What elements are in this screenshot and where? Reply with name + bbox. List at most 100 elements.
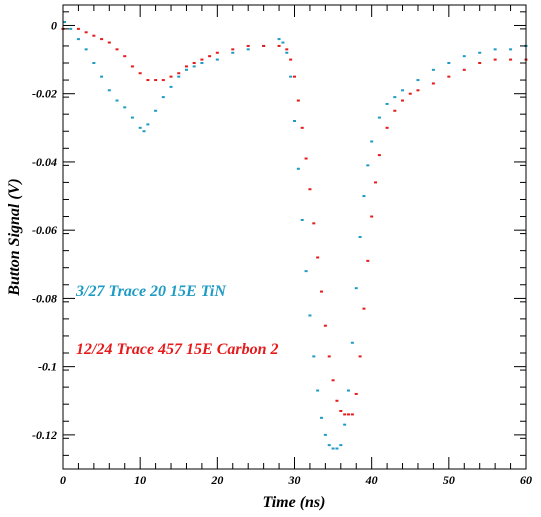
x-tick-label: 40	[365, 473, 378, 487]
data-point	[312, 222, 316, 225]
data-point	[92, 34, 96, 37]
data-point	[177, 75, 181, 78]
data-point	[231, 51, 235, 54]
data-point	[296, 99, 300, 102]
data-point	[293, 120, 296, 122]
axis-ticks	[62, 5, 527, 469]
data-point	[327, 444, 331, 447]
data-point	[320, 290, 324, 293]
data-point	[154, 109, 158, 112]
data-point	[358, 355, 362, 358]
data-point	[300, 218, 304, 221]
data-point	[308, 188, 312, 191]
data-point	[335, 399, 339, 402]
data-point	[296, 167, 300, 170]
data-point	[462, 68, 466, 71]
data-point	[393, 96, 397, 99]
data-point	[374, 181, 378, 184]
data-point	[300, 126, 304, 129]
data-point	[478, 51, 482, 54]
data-point	[76, 38, 80, 41]
data-point	[323, 324, 327, 327]
data-point	[431, 68, 435, 71]
legend-entry-tin: 3/27 Trace 20 15E TiN	[75, 283, 227, 300]
data-point	[200, 62, 204, 64]
x-tick-label: 50	[443, 473, 455, 487]
data-point	[354, 392, 358, 395]
series-0	[63, 21, 528, 450]
y-tick-label: -0.04	[32, 155, 57, 169]
data-point	[84, 48, 88, 51]
data-point	[327, 355, 331, 358]
data-point	[339, 444, 343, 447]
data-point	[308, 314, 312, 317]
data-point	[343, 413, 347, 416]
data-point	[215, 51, 219, 54]
data-point	[146, 123, 150, 126]
data-point	[304, 270, 308, 273]
series-1	[61, 27, 528, 416]
x-tick-label: 60	[520, 473, 532, 487]
data-point	[385, 126, 389, 129]
data-point	[316, 256, 320, 259]
data-point	[493, 58, 497, 61]
data-point	[339, 410, 343, 412]
data-point	[509, 58, 513, 61]
data-point	[285, 51, 289, 54]
data-point	[347, 389, 351, 392]
data-point	[408, 92, 412, 95]
data-point	[320, 416, 324, 419]
data-point	[493, 48, 497, 51]
x-axis-label: Time (ns)	[263, 494, 326, 511]
data-point	[184, 68, 188, 71]
y-tick-label: -0.06	[32, 223, 57, 237]
data-point	[478, 62, 482, 64]
data-point	[385, 102, 389, 105]
data-point	[115, 48, 119, 51]
data-point	[130, 65, 134, 68]
data-point	[277, 44, 281, 47]
data-point	[331, 447, 335, 450]
data-point	[277, 38, 281, 41]
data-point	[285, 48, 289, 51]
data-point	[76, 27, 80, 30]
data-point	[100, 38, 104, 41]
data-point	[401, 89, 405, 92]
data-point	[146, 79, 150, 82]
data-point	[169, 85, 173, 88]
data-point	[154, 79, 158, 82]
data-point	[169, 75, 173, 78]
data-point	[462, 55, 466, 58]
data-point	[281, 41, 285, 44]
data-point	[431, 82, 435, 85]
data-point	[107, 41, 111, 44]
data-point	[377, 116, 381, 119]
data-point	[231, 48, 235, 51]
data-point	[138, 72, 142, 75]
data-point	[177, 72, 181, 75]
y-tick-label: -0.02	[32, 87, 57, 101]
data-point	[447, 62, 451, 64]
y-tick-label: -0.08	[32, 291, 57, 305]
data-point	[262, 44, 266, 47]
data-point	[192, 62, 196, 64]
x-tick-label: 10	[134, 473, 146, 487]
data-point	[289, 58, 293, 61]
data-point	[184, 65, 188, 68]
x-tick-label: 30	[288, 473, 301, 487]
data-point	[370, 215, 374, 218]
data-point	[416, 79, 420, 82]
data-point	[350, 413, 354, 416]
data-point	[343, 423, 347, 426]
data-point	[100, 75, 104, 78]
data-point	[215, 58, 219, 61]
y-axis-label: Button Signal (V)	[6, 178, 23, 296]
data-point	[362, 195, 366, 198]
data-point	[366, 164, 370, 167]
data-point	[347, 413, 351, 416]
data-point	[289, 75, 293, 78]
data-point	[312, 355, 316, 358]
data-point	[208, 55, 212, 58]
